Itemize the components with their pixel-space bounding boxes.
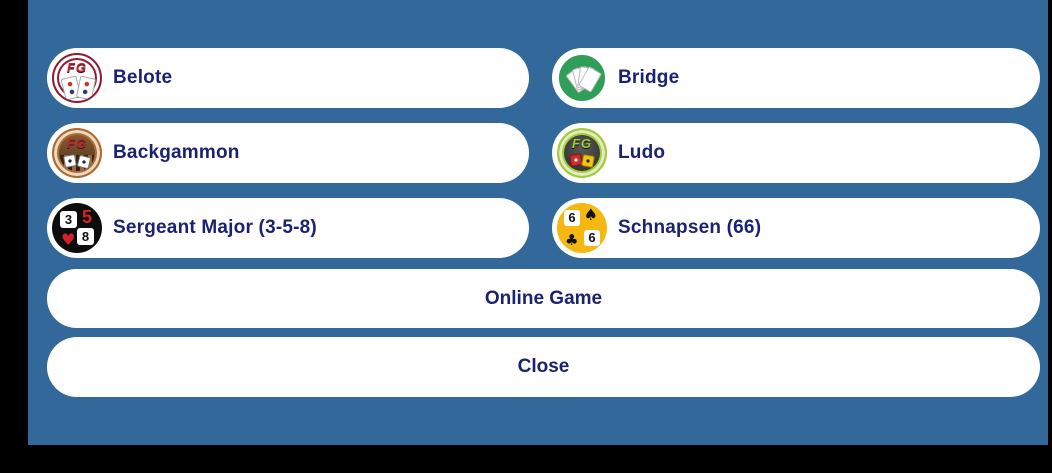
fg-monogram: FG [66,136,88,151]
club-suit-icon: ♣ [565,231,579,249]
yellow-die-icon [581,154,595,168]
game-button-backgammon[interactable]: FG Backgammon [47,123,529,183]
die-icon [63,154,77,168]
ludo-fg-board-icon: FG [557,128,607,178]
card-6-chip: 6 [564,210,580,226]
game-button-schnapsen[interactable]: 6 ♠ ♣ 6 Schnapsen (66) [552,198,1040,258]
fg-monogram: FG [571,136,593,151]
game-button-label: Ludo [618,142,666,163]
fg-monogram: FG [66,60,88,75]
game-button-belote[interactable]: FG Belote [47,48,529,108]
letterbox-bottom [0,445,1052,473]
close-button-label: Close [517,356,570,377]
game-select-panel: FG Belote Bridge FG Backgammon FG [28,0,1048,445]
bridge-card-fan-icon [557,53,607,103]
die-icon [76,154,92,170]
letterbox-right [1048,0,1052,473]
game-button-bridge[interactable]: Bridge [552,48,1040,108]
card-8-chip: 8 [77,228,94,245]
close-button[interactable]: Close [47,337,1040,397]
playing-card-icon [75,75,97,101]
spade-suit-icon: ♠ [583,205,598,224]
game-button-label: Backgammon [113,142,240,163]
game-button-ludo[interactable]: FG Ludo [552,123,1040,183]
schnapsen-66-icon: 6 ♠ ♣ 6 [557,203,607,253]
sergeant-major-358-icon: 3 5 ♥ 8 [52,203,102,253]
online-game-button[interactable]: Online Game [47,269,1040,328]
heart-suit-icon: ♥ [61,230,76,249]
game-button-sergeant-major[interactable]: 3 5 ♥ 8 Sergeant Major (3-5-8) [47,198,529,258]
card-3-chip: 3 [60,211,77,228]
backgammon-fg-board-icon: FG [52,128,102,178]
letterbox-left [0,0,28,473]
game-button-label: Schnapsen (66) [618,217,762,238]
game-button-label: Sergeant Major (3-5-8) [113,217,317,238]
card-6-chip: 6 [584,230,600,246]
online-game-button-label: Online Game [484,287,603,309]
belote-fg-cards-icon: FG [52,53,102,103]
card-5-numeral: 5 [81,207,92,227]
game-button-label: Belote [113,67,173,88]
game-button-label: Bridge [618,67,680,88]
